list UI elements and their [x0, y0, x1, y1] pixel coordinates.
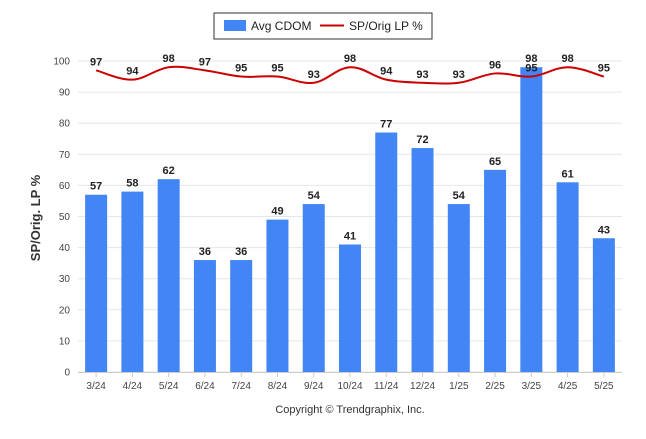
x-tick-label: 5/24	[159, 381, 179, 392]
bar-data-label: 65	[489, 156, 501, 168]
x-tick-label: 8/24	[268, 381, 288, 392]
x-tick-label: 2/25	[485, 381, 505, 392]
y-tick-label: 100	[53, 57, 70, 68]
x-tick-label: 11/24	[374, 381, 399, 392]
line-data-label: 98	[561, 53, 573, 65]
bar-data-label: 36	[235, 246, 247, 258]
bar	[230, 260, 252, 372]
bar	[412, 148, 434, 372]
bar	[303, 204, 325, 372]
bar	[266, 220, 288, 372]
line-data-label: 94	[126, 66, 139, 78]
bar-data-label: 41	[344, 230, 356, 242]
line-data-label: 93	[416, 69, 428, 81]
x-tick-label: 1/25	[449, 381, 469, 392]
legend: Avg CDOM SP/Orig LP %	[214, 13, 432, 39]
x-tick-label: 10/24	[337, 381, 362, 392]
line-data-label: 95	[525, 63, 537, 75]
bar	[375, 133, 397, 372]
line-data-label: 95	[235, 63, 247, 75]
bar-data-label: 43	[598, 224, 610, 236]
y-tick-label: 0	[64, 368, 70, 379]
legend-swatch-bar	[224, 20, 246, 31]
bar	[194, 260, 216, 372]
y-tick-label: 40	[59, 243, 71, 254]
bar	[448, 204, 470, 372]
y-tick-label: 70	[59, 150, 71, 161]
line-data-label: 97	[90, 56, 102, 68]
bar	[85, 195, 107, 372]
bar	[121, 192, 143, 372]
x-tick-label: 3/25	[522, 381, 542, 392]
y-tick-label: 60	[59, 181, 71, 192]
y-tick-label: 80	[59, 119, 71, 130]
bar-data-label: 57	[90, 181, 102, 193]
copyright-text: Copyright © Trendgraphix, Inc.	[275, 404, 424, 416]
bar	[339, 244, 361, 372]
y-tick-label: 10	[59, 336, 71, 347]
line-data-label: 95	[598, 63, 610, 75]
x-tick-label: 7/24	[231, 381, 251, 392]
bar-data-label: 58	[126, 178, 138, 190]
x-tick-label: 3/24	[86, 381, 106, 392]
y-tick-label: 90	[59, 88, 71, 99]
line-data-label: 97	[199, 56, 211, 68]
y-tick-label: 50	[59, 212, 71, 223]
bar	[484, 170, 506, 372]
bar	[593, 238, 615, 372]
line-data-label: 98	[344, 53, 356, 65]
y-axis-title: SP/Orig. LP %	[28, 174, 43, 261]
line-data-label: 94	[380, 66, 393, 78]
bar-layer	[85, 67, 615, 372]
x-tick-label: 4/24	[123, 381, 143, 392]
bar	[557, 182, 579, 372]
x-tick-label: 9/24	[304, 381, 324, 392]
bar-data-label: 54	[453, 190, 466, 202]
bar-data-label: 49	[271, 206, 283, 218]
line-data-label: 96	[489, 59, 501, 71]
line-data-label: 93	[453, 69, 465, 81]
bar-data-label: 36	[199, 246, 211, 258]
line-data-label: 95	[271, 63, 283, 75]
line-data-label: 93	[308, 69, 320, 81]
x-tick-label: 12/24	[410, 381, 435, 392]
x-tick-label: 5/25	[594, 381, 614, 392]
bar	[158, 179, 180, 372]
bar	[520, 67, 542, 372]
x-tick-label: 4/25	[558, 381, 578, 392]
x-tick-label: 6/24	[195, 381, 215, 392]
bar-data-label: 54	[308, 190, 321, 202]
bar-data-label: 62	[163, 165, 175, 177]
y-tick-label: 20	[59, 305, 71, 316]
line-data-label: 98	[163, 53, 175, 65]
bar-data-label: 61	[561, 168, 573, 180]
bar-data-label: 77	[380, 119, 392, 131]
legend-label-line: SP/Orig LP %	[349, 19, 423, 33]
y-tick-label: 30	[59, 274, 71, 285]
legend-label-bar: Avg CDOM	[251, 19, 311, 33]
bar-data-label: 72	[416, 134, 428, 146]
